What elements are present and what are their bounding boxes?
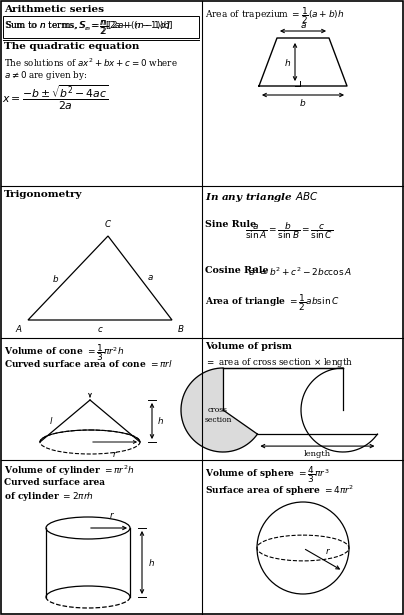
Text: Area of trapezium $= \dfrac{1}{2}(a+b)h$: Area of trapezium $= \dfrac{1}{2}(a+b)h$ bbox=[205, 5, 345, 26]
Polygon shape bbox=[181, 368, 257, 452]
Text: cross
section: cross section bbox=[204, 407, 232, 424]
Text: $h$: $h$ bbox=[284, 57, 292, 68]
Text: The quadratic equation: The quadratic equation bbox=[4, 42, 139, 51]
Text: $h$: $h$ bbox=[157, 416, 164, 426]
Text: $C$: $C$ bbox=[104, 218, 112, 229]
Text: $b$: $b$ bbox=[299, 97, 307, 108]
Text: Trigonometry: Trigonometry bbox=[4, 190, 82, 199]
Text: $\dfrac{a}{\sin A} = \dfrac{b}{\sin B} = \dfrac{c}{\sin C}$: $\dfrac{a}{\sin A} = \dfrac{b}{\sin B} =… bbox=[245, 220, 333, 241]
Text: $r$: $r$ bbox=[109, 510, 115, 520]
Text: $a$: $a$ bbox=[299, 21, 307, 30]
Text: length: length bbox=[304, 450, 331, 458]
Text: $a \neq 0$ are given by:: $a \neq 0$ are given by: bbox=[4, 69, 87, 82]
Text: Volume of sphere $= \dfrac{4}{3}\pi r^3$: Volume of sphere $= \dfrac{4}{3}\pi r^3$ bbox=[205, 464, 330, 485]
Text: $=$ area of cross section $\times$ length: $=$ area of cross section $\times$ lengt… bbox=[205, 356, 354, 369]
Text: $r$: $r$ bbox=[112, 449, 118, 459]
Text: Volume of cone $= \dfrac{1}{3}\pi r^2 h$: Volume of cone $= \dfrac{1}{3}\pi r^2 h$ bbox=[4, 342, 124, 363]
Text: $h$: $h$ bbox=[148, 557, 155, 568]
Text: $r$: $r$ bbox=[325, 547, 331, 557]
Text: $c$: $c$ bbox=[97, 325, 103, 334]
Text: $A$: $A$ bbox=[15, 323, 23, 334]
Text: Arithmetic series: Arithmetic series bbox=[4, 5, 104, 14]
Bar bbox=[3, 16, 199, 38]
Text: Cosine Rule: Cosine Rule bbox=[205, 266, 269, 275]
Text: Curved surface area of cone $= \pi rl$: Curved surface area of cone $= \pi rl$ bbox=[4, 358, 173, 369]
Text: The solutions of $ax^2+bx+c=0$ where: The solutions of $ax^2+bx+c=0$ where bbox=[4, 57, 178, 69]
Text: Curved surface area: Curved surface area bbox=[4, 478, 105, 487]
Text: In any triangle $ABC$: In any triangle $ABC$ bbox=[205, 190, 318, 204]
Text: Sum to $n$ terms, $S_n = \dfrac{n}{2}\left[2a+(n-1)d\right]$: Sum to $n$ terms, $S_n = \dfrac{n}{2}\le… bbox=[4, 18, 174, 37]
Text: Surface area of sphere $= 4\pi r^2$: Surface area of sphere $= 4\pi r^2$ bbox=[205, 484, 354, 498]
Text: $l$: $l$ bbox=[48, 416, 53, 426]
Text: Area of triangle $= \dfrac{1}{2}ab\sin C$: Area of triangle $= \dfrac{1}{2}ab\sin C… bbox=[205, 292, 339, 313]
Text: $x = \dfrac{-b \pm \sqrt{b^2-4ac}}{2a}$: $x = \dfrac{-b \pm \sqrt{b^2-4ac}}{2a}$ bbox=[2, 84, 108, 112]
Text: Sum to $n$ terms, $S_n = \dfrac{n}{2}\left[2a+(n-1)d\right]$: Sum to $n$ terms, $S_n = \dfrac{n}{2}\le… bbox=[5, 18, 170, 37]
Text: Volume of prism: Volume of prism bbox=[205, 342, 292, 351]
Text: $a$: $a$ bbox=[147, 274, 154, 282]
Text: $a^2 = b^2+c^2-2bc\cos A$: $a^2 = b^2+c^2-2bc\cos A$ bbox=[248, 266, 352, 279]
Text: Volume of cylinder $= \pi r^2h$: Volume of cylinder $= \pi r^2h$ bbox=[4, 464, 135, 478]
Text: $b$: $b$ bbox=[52, 272, 59, 284]
Text: Sine Rule: Sine Rule bbox=[205, 220, 256, 229]
Text: $B$: $B$ bbox=[177, 323, 185, 334]
Text: of cylinder $= 2\pi rh$: of cylinder $= 2\pi rh$ bbox=[4, 490, 94, 503]
